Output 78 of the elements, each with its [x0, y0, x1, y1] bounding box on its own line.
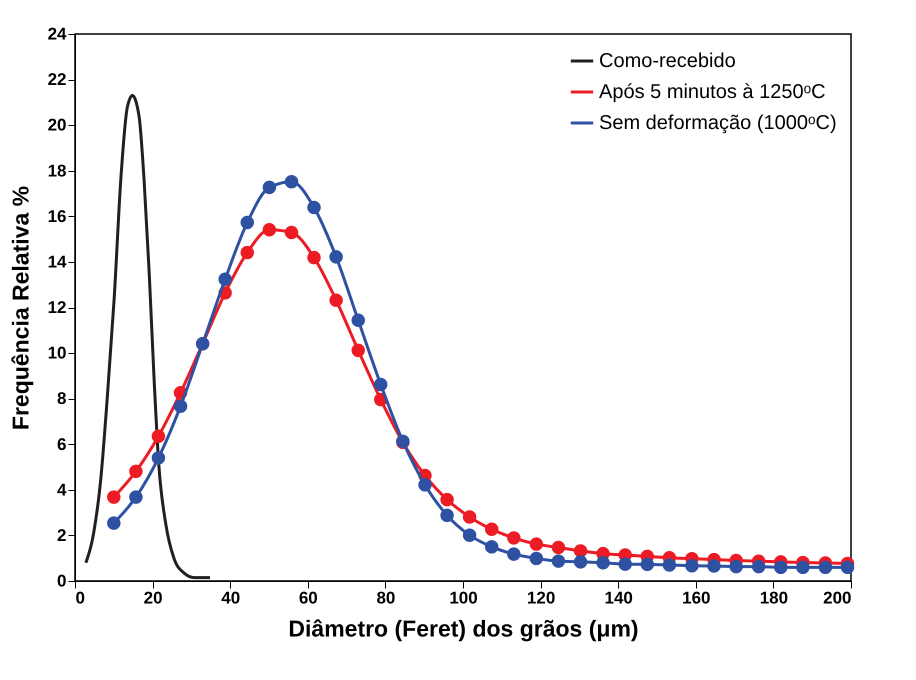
y-tick-label: 22 [48, 70, 66, 90]
point [774, 560, 788, 574]
y-tick-label: 8 [57, 389, 66, 408]
x-tick-label: 80 [376, 588, 396, 608]
x-tick-label: 120 [526, 588, 556, 608]
point [507, 531, 521, 545]
point [440, 492, 454, 506]
x-tick-label: 40 [221, 588, 240, 608]
point [129, 490, 143, 504]
point [352, 314, 365, 327]
point [284, 174, 298, 188]
point [418, 478, 432, 492]
x-tick-label: 100 [449, 588, 478, 608]
point [552, 540, 566, 554]
x-tick-label: 140 [604, 588, 633, 608]
y-tick-label: 0 [57, 572, 66, 590]
point [818, 560, 832, 574]
point [574, 555, 588, 569]
point [352, 344, 365, 358]
x-tick-label: 60 [298, 588, 318, 608]
x-tick-label: 160 [682, 588, 710, 608]
point [284, 226, 298, 240]
point [552, 554, 566, 568]
point [507, 547, 521, 561]
y-tick-label: 12 [48, 298, 66, 317]
point [262, 223, 276, 236]
point [152, 451, 166, 465]
y-tick-label: 6 [57, 434, 66, 454]
point [729, 560, 743, 574]
point [374, 378, 388, 392]
y-axis-title: Frequência Relativa % [8, 186, 34, 430]
y-tick-label: 2 [57, 526, 66, 545]
point [240, 246, 254, 260]
point [707, 559, 721, 573]
point [484, 540, 498, 554]
point [796, 560, 810, 574]
point [218, 272, 232, 286]
point [640, 558, 654, 572]
point [685, 559, 699, 572]
y-tick-label: 16 [48, 206, 66, 226]
point [129, 464, 143, 478]
legend-label: Sem deformação (1000ᵒC) [599, 112, 837, 134]
point [440, 508, 454, 522]
point [152, 430, 166, 443]
x-tick-label: 0 [76, 588, 85, 608]
point [574, 544, 588, 558]
x-tick-label: 200 [823, 588, 852, 608]
y-tick-label: 18 [48, 161, 66, 180]
point [752, 560, 766, 574]
legend-label: Como-recebido [599, 50, 736, 72]
point [530, 537, 544, 551]
point [107, 516, 121, 530]
point [307, 200, 321, 214]
legend-label: Após 5 minutos à 1250ᵒC [599, 81, 826, 103]
line-series [84, 94, 212, 580]
y-tick-label: 10 [48, 344, 66, 363]
y-tick-label: 24 [48, 24, 68, 44]
point [840, 560, 854, 574]
point [262, 180, 276, 194]
y-tick-label: 14 [48, 252, 68, 272]
y-tick-label: 4 [57, 480, 68, 500]
point [329, 250, 343, 264]
point [107, 490, 121, 504]
point [462, 528, 476, 542]
point [329, 293, 343, 307]
point [240, 216, 254, 230]
y-tick-label: 20 [48, 116, 66, 135]
x-tick-label: 20 [144, 588, 163, 608]
point [462, 510, 476, 524]
x-tick-label: 180 [760, 588, 788, 608]
point [662, 558, 676, 572]
point [307, 250, 321, 264]
point [174, 399, 188, 413]
point [618, 557, 632, 571]
point [596, 556, 610, 570]
point [530, 552, 544, 566]
point [484, 522, 498, 536]
x-axis-title: Diâmetro (Feret) dos grãos (μm) [288, 616, 639, 642]
